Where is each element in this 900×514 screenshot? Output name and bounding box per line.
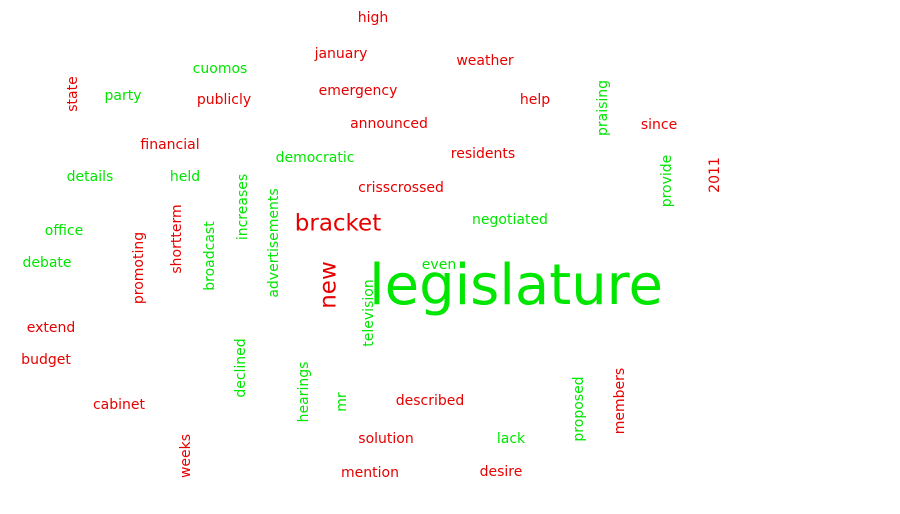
word-solution: solution [358, 431, 414, 447]
word-announced: announced [350, 116, 428, 132]
word-praising: praising [595, 79, 611, 137]
word-hearings: hearings [296, 361, 312, 423]
word-cabinet: cabinet [92, 397, 146, 413]
word-extend: extend [26, 320, 76, 336]
word-promoting: promoting [131, 231, 147, 305]
word-debate: debate [22, 255, 72, 271]
word-emergency: emergency [318, 83, 398, 99]
word-weather: weather [456, 53, 514, 69]
word-2011: 2011 [707, 157, 723, 193]
word-january: january [314, 46, 368, 62]
word-weeks: weeks [178, 433, 194, 479]
word-help: help [519, 92, 551, 108]
word-budget: budget [21, 352, 71, 368]
word-mention: mention [341, 465, 399, 481]
word-advertisements: advertisements [266, 188, 282, 298]
word-increases: increases [235, 173, 251, 241]
word-broadcast: broadcast [202, 221, 218, 291]
word-cuomos: cuomos [192, 61, 248, 77]
word-details: details [66, 169, 114, 185]
word-legislature: legislature [369, 253, 663, 318]
word-desire: desire [479, 464, 523, 480]
word-democratic: democratic [275, 150, 355, 166]
word-new: new [315, 261, 342, 309]
word-high: high [357, 10, 389, 26]
word-proposed: proposed [571, 376, 587, 442]
word-members: members [612, 367, 628, 435]
word-provide: provide [659, 154, 675, 208]
word-residents: residents [450, 146, 516, 162]
word-party: party [104, 88, 142, 104]
word-even: even [421, 257, 457, 273]
word-lack: lack [496, 431, 526, 447]
word-described: described [395, 393, 465, 409]
word-publicly: publicly [196, 92, 252, 108]
word-mr: mr [334, 392, 350, 412]
word-office: office [44, 223, 84, 239]
word-declined: declined [233, 338, 249, 398]
word-negotiated: negotiated [472, 212, 548, 228]
word-crisscrossed: crisscrossed [358, 180, 444, 196]
word-state: state [65, 76, 81, 112]
word-held: held [169, 169, 201, 185]
word-shortterm: shortterm [169, 204, 185, 274]
word-bracket: bracket [294, 210, 382, 237]
word-financial: financial [140, 137, 200, 153]
word-television: television [361, 279, 377, 347]
word-since: since [640, 117, 678, 133]
